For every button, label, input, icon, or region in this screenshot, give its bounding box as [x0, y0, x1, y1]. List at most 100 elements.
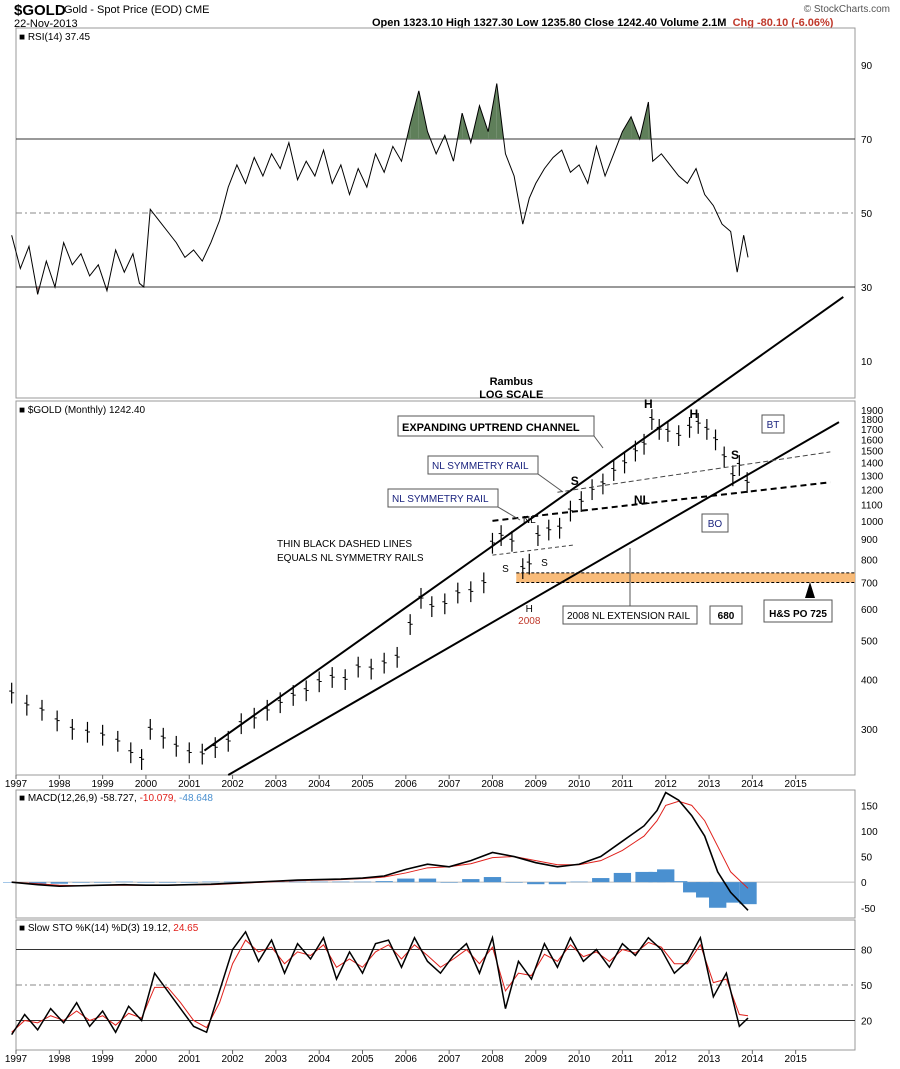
channel-lower-line	[227, 421, 840, 776]
macd-histogram-bar	[180, 882, 198, 883]
rail-callout-2: NL SYMMETRY RAIL	[392, 494, 489, 505]
sto-legend-d: 24.65	[173, 923, 198, 934]
macd-histogram-bar	[739, 882, 757, 905]
price-y-tick-label: 1100	[861, 500, 883, 511]
pattern-h-small: H	[526, 604, 533, 615]
pattern-h-top: H	[644, 397, 653, 411]
macd-histogram-bar	[72, 882, 90, 883]
macd-histogram-bar	[570, 881, 588, 883]
macd-histogram-bar	[635, 871, 653, 883]
macd-histogram-bar	[548, 882, 567, 885]
rsi-overbought-fill	[410, 90, 419, 139]
macd-histogram-bar	[483, 877, 502, 883]
price-y-tick-label: 500	[861, 637, 878, 648]
rail-callout-1: NL SYMMETRY RAIL	[432, 461, 529, 472]
pattern-h-right: H	[690, 407, 699, 421]
sto-x-tick-label: 2013	[698, 1054, 721, 1065]
sto-x-tick-label: 2011	[612, 1054, 634, 1065]
sto-x-tick-label: 1998	[48, 1054, 71, 1065]
macd-histogram-bar	[440, 882, 458, 883]
macd-histogram-bar	[397, 878, 415, 883]
macd-histogram-bar	[28, 882, 47, 884]
macd-histogram-bar	[353, 881, 372, 883]
sto-x-tick-label: 2010	[568, 1054, 591, 1065]
extension-rail-callout: 2008 NL EXTENSION RAIL	[567, 611, 690, 622]
macd-histogram-bar	[505, 882, 523, 883]
price-x-tick-label: 2001	[178, 779, 201, 790]
sto-k-line	[11, 930, 749, 1036]
stockcharts-watermark: © StockCharts.com	[803, 4, 890, 15]
price-680-callout: 680	[718, 611, 735, 622]
sto-x-tick-label: 2012	[655, 1054, 678, 1065]
price-y-tick-label: 900	[861, 535, 878, 546]
price-x-tick-label: 2007	[438, 779, 461, 790]
price-x-tick-label: 2006	[395, 779, 418, 790]
rsi-y-tick-label: 10	[861, 357, 873, 368]
macd-histogram-bar	[613, 872, 632, 883]
hs-objective-arrow	[805, 582, 815, 598]
rail-callout-2-pointer	[497, 506, 521, 521]
price-y-tick-label: 800	[861, 555, 878, 566]
rsi-legend: ■ RSI(14) 37.45	[19, 32, 91, 43]
price-y-tick-label: 600	[861, 605, 878, 616]
channel-callout: EXPANDING UPTREND CHANNEL	[402, 422, 580, 434]
channel-callout-pointer	[593, 435, 604, 449]
price-x-tick-label: 2004	[308, 779, 331, 790]
macd-legend-value: -58.727,	[100, 793, 139, 804]
rsi-y-tick-label: 90	[861, 61, 873, 72]
macd-histogram-bar	[462, 879, 480, 883]
macd-histogram-bar	[670, 881, 688, 883]
hs-objective-callout-box	[763, 599, 833, 623]
price-y-tick-label: 700	[861, 579, 878, 590]
macd-y-tick-label: -50	[861, 904, 876, 915]
macd-histogram-bar	[332, 881, 350, 883]
symmetry-rail-upper	[557, 451, 831, 493]
macd-y-tick-label: 50	[861, 853, 873, 864]
rsi-overbought-fill	[479, 105, 489, 139]
price-y-tick-label: 1700	[861, 425, 884, 436]
macd-y-tick-label: 0	[861, 878, 867, 889]
price-legend: ■ $GOLD (Monthly) 1242.40	[19, 405, 146, 416]
sto-x-tick-label: 2002	[221, 1054, 244, 1065]
description-text: Gold - Spot Price (EOD)	[64, 4, 182, 16]
rambus-label: Rambus	[490, 376, 533, 388]
price-panel-frame	[15, 400, 856, 776]
sto-x-tick-label: 2015	[785, 1054, 808, 1065]
neckline-dashed	[492, 481, 831, 522]
macd-histogram-bar	[310, 881, 328, 883]
sto-x-tick-label: 2008	[481, 1054, 504, 1065]
macd-histogram-bar	[158, 882, 177, 883]
sto-x-tick-label: 1999	[92, 1054, 115, 1065]
pattern-s-right-shoulder: S	[731, 448, 739, 462]
rsi-panel-frame	[15, 27, 856, 399]
price-y-tick-label: 1500	[861, 447, 884, 458]
macd-line	[11, 791, 749, 911]
ohlc-values: Open 1323.10 High 1327.30 Low 1235.80 Cl…	[372, 17, 727, 29]
backtest-callout: BT	[767, 420, 780, 431]
macd-histogram-bar	[50, 882, 68, 884]
macd-histogram-bar	[202, 881, 220, 883]
rsi-y-tick-label: 30	[861, 283, 873, 294]
macd-y-tick-label: 100	[861, 827, 878, 838]
backtest-callout-box	[761, 414, 785, 434]
price-x-tick-label: 2002	[221, 779, 244, 790]
channel-callout-box	[397, 415, 595, 437]
macd-histogram-bar	[375, 881, 393, 883]
macd-histogram-bar	[115, 881, 133, 883]
macd-histogram-bar	[657, 869, 675, 883]
chart-date: 22-Nov-2013	[14, 18, 78, 30]
macd-histogram-bar	[418, 878, 437, 883]
price-y-tick-label: 1600	[861, 436, 884, 447]
price-y-tick-label: 1900	[861, 406, 884, 417]
price-y-tick-label: 300	[861, 725, 878, 736]
sto-y-tick-label: 80	[861, 946, 873, 957]
sto-y-tick-label: 50	[861, 981, 873, 992]
sto-x-tick-label: 2004	[308, 1054, 331, 1065]
macd-legend: ■ MACD(12,26,9) -58.727, -10.079, -48.64…	[19, 793, 213, 804]
price-y-tick-label: 1300	[861, 471, 884, 482]
price-y-tick-label: 1400	[861, 459, 884, 470]
macd-legend-histogram: -48.648	[179, 793, 213, 804]
pattern-s-top: S	[571, 474, 579, 488]
log-scale-label: LOG SCALE	[479, 389, 543, 401]
channel-upper-line	[203, 296, 844, 752]
